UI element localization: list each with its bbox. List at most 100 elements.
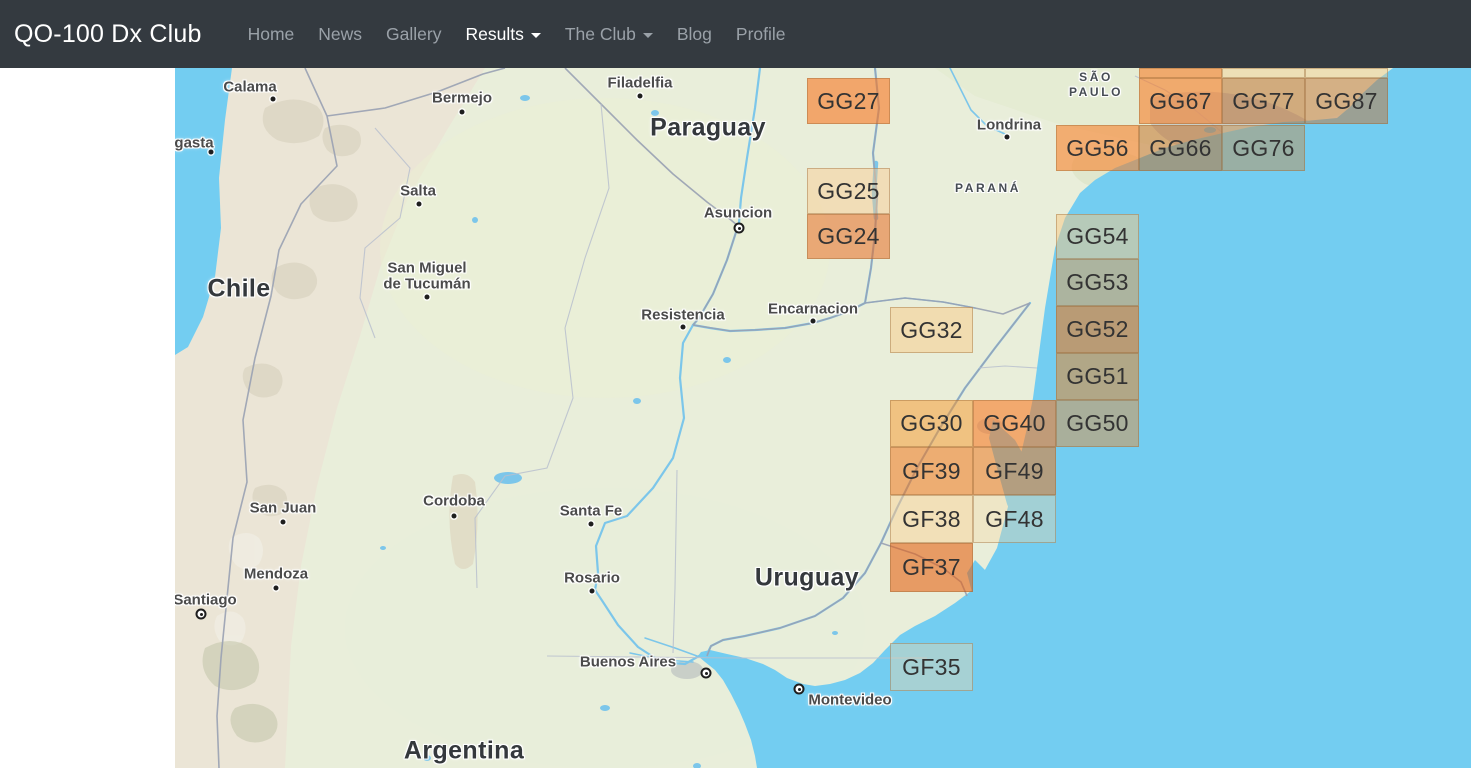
city-marker bbox=[273, 585, 279, 591]
atlantic-ocean bbox=[698, 68, 1471, 768]
nav-item-label: News bbox=[318, 23, 363, 44]
grid-square-label: GF37 bbox=[902, 554, 961, 580]
capital-marker bbox=[793, 683, 805, 695]
grid-square-label: GG27 bbox=[817, 87, 880, 114]
nav-item-label: Results bbox=[465, 23, 524, 44]
grid-square-gf48[interactable]: GF48 bbox=[973, 495, 1056, 543]
caret-down-icon bbox=[530, 32, 541, 38]
grid-square-gg87[interactable]: GG87 bbox=[1305, 78, 1388, 124]
city-label: Buenos Aires bbox=[579, 653, 677, 671]
grid-square-gg76[interactable]: GG76 bbox=[1222, 125, 1305, 171]
city-label: Salta bbox=[400, 182, 436, 200]
map[interactable]: Chile Paraguay Uruguay Argentina SÃO PAULO PAR… bbox=[175, 68, 1471, 768]
grid-square-gg25[interactable]: GG25 bbox=[807, 168, 890, 214]
grid-square-label: GG24 bbox=[817, 223, 880, 249]
grid-square-label: GG54 bbox=[1066, 223, 1129, 249]
region-label: SÃO bbox=[1079, 70, 1113, 84]
grid-square-label: GF48 bbox=[985, 505, 1044, 532]
grid-square-gg24[interactable]: GG24 bbox=[807, 214, 890, 259]
city-label: San Miguel bbox=[387, 259, 467, 277]
grid-square-label: GG66 bbox=[1149, 134, 1212, 161]
grid-square-label: GG77 bbox=[1232, 87, 1295, 114]
grid-square-gf39[interactable]: GF39 bbox=[890, 447, 973, 495]
city-label: Filadelfia bbox=[607, 74, 673, 92]
city-label: Encarnacion bbox=[767, 300, 859, 318]
nav-item-the-club[interactable]: The Club bbox=[553, 24, 665, 45]
grid-square-gf37[interactable]: GF37 bbox=[890, 543, 973, 592]
city-label: Mendoza bbox=[243, 565, 309, 583]
grid-square-label: GG56 bbox=[1066, 134, 1129, 161]
nav-item-profile[interactable]: Profile bbox=[724, 24, 798, 45]
grid-square-label: GG40 bbox=[983, 410, 1046, 436]
caret-down-icon bbox=[642, 32, 653, 38]
city-label: Cordoba bbox=[423, 492, 485, 510]
region-label: PAULO bbox=[1068, 85, 1124, 99]
city-marker bbox=[208, 149, 214, 155]
grid-square[interactable] bbox=[1305, 68, 1388, 78]
nav-item-label: Home bbox=[247, 23, 295, 44]
city-label: Santa Fe bbox=[559, 502, 623, 520]
grid-square-gf38[interactable]: GF38 bbox=[890, 495, 973, 543]
city-marker bbox=[680, 324, 686, 330]
grid-square-gg30[interactable]: GG30 bbox=[890, 400, 973, 447]
grid-square-gg50[interactable]: GG50 bbox=[1056, 400, 1139, 447]
desert-region bbox=[175, 68, 485, 768]
grid-square-gf35[interactable]: GF35 bbox=[890, 643, 973, 691]
nav-item-results[interactable]: Results bbox=[453, 24, 552, 45]
grid-square[interactable] bbox=[1139, 68, 1222, 78]
city-marker bbox=[588, 521, 594, 527]
grid-square-gg52[interactable]: GG52 bbox=[1056, 306, 1139, 353]
city-label: Resistencia bbox=[641, 306, 725, 324]
grid-square-label: GG67 bbox=[1149, 87, 1212, 114]
brand-title[interactable]: QO-100 Dx Club bbox=[14, 19, 202, 48]
country-label: Argentina bbox=[403, 736, 525, 765]
mountain-relief bbox=[242, 99, 361, 517]
nav-item-home[interactable]: Home bbox=[236, 24, 307, 45]
nav-item-blog[interactable]: Blog bbox=[665, 24, 724, 45]
capital-marker bbox=[700, 667, 712, 679]
city-label: Bermejo bbox=[431, 89, 493, 107]
city-marker bbox=[416, 201, 422, 207]
grid-square-label: GF38 bbox=[902, 505, 961, 532]
nav-item-label: Gallery bbox=[386, 23, 442, 44]
nav-item-label: Blog bbox=[676, 23, 712, 44]
grid-square-label: GG25 bbox=[817, 177, 880, 204]
grid-square-gg56[interactable]: GG56 bbox=[1056, 125, 1139, 171]
city-marker bbox=[451, 513, 457, 519]
capital-marker bbox=[733, 222, 745, 234]
grid-square-label: GG30 bbox=[900, 410, 963, 436]
country-label: Chile bbox=[207, 274, 271, 303]
city-label: de Tucumán bbox=[383, 275, 471, 293]
city-label: Londrina bbox=[976, 116, 1042, 134]
country-label: Uruguay bbox=[754, 563, 860, 592]
city-label: gasta bbox=[175, 134, 214, 152]
city-marker bbox=[270, 96, 276, 102]
grid-square-gg27[interactable]: GG27 bbox=[807, 78, 890, 124]
grid-square-gg67[interactable]: GG67 bbox=[1139, 78, 1222, 124]
grid-square-gg77[interactable]: GG77 bbox=[1222, 78, 1305, 124]
region-label: PARANÁ bbox=[954, 181, 1022, 195]
nav-item-label: The Club bbox=[564, 23, 636, 44]
country-label: Paraguay bbox=[650, 113, 766, 142]
grid-squares-layer: GG27 GG67 GG77 GG87 GG56 GG66 GG76 GG25 GG24 GG54… bbox=[175, 68, 1471, 768]
grid-square-gg66[interactable]: GG66 bbox=[1139, 125, 1222, 171]
grid-square-label: GF39 bbox=[902, 457, 961, 484]
city-label: San Juan bbox=[249, 499, 317, 517]
grid-square-gg53[interactable]: GG53 bbox=[1056, 259, 1139, 306]
province-borders bbox=[359, 75, 1224, 659]
nav-item-news[interactable]: News bbox=[306, 24, 374, 45]
city-label: Montevideo bbox=[808, 691, 892, 709]
city-label: Asuncion bbox=[703, 204, 773, 222]
grid-square-label: GG51 bbox=[1066, 363, 1129, 389]
grid-square-label: GG76 bbox=[1232, 134, 1295, 161]
grid-square-gg54[interactable]: GG54 bbox=[1056, 214, 1139, 259]
navbar: QO-100 Dx Club Home News Gallery Results The… bbox=[0, 0, 1471, 68]
city-marker bbox=[810, 318, 816, 324]
grid-square-gg32[interactable]: GG32 bbox=[890, 307, 973, 353]
grid-square[interactable] bbox=[1222, 68, 1305, 78]
nav-item-gallery[interactable]: Gallery bbox=[374, 24, 453, 45]
grid-square-label: GG32 bbox=[900, 316, 963, 343]
grid-square-gg40[interactable]: GG40 bbox=[973, 400, 1056, 447]
grid-square-gg51[interactable]: GG51 bbox=[1056, 353, 1139, 400]
grid-square-gf49[interactable]: GF49 bbox=[973, 447, 1056, 495]
